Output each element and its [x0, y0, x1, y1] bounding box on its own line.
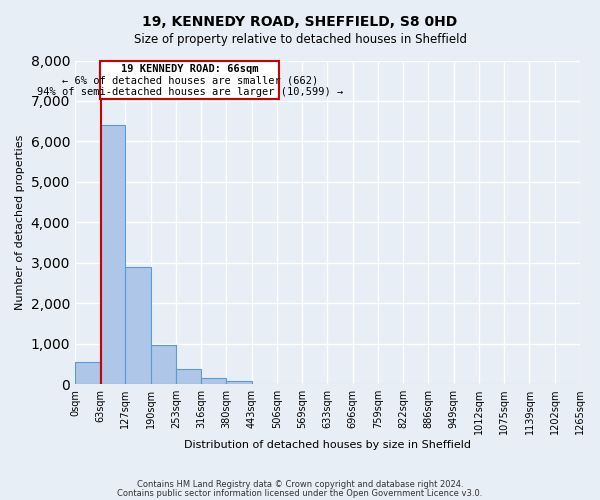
Bar — [176, 368, 201, 384]
Bar — [201, 378, 226, 384]
Text: 19, KENNEDY ROAD, SHEFFIELD, S8 0HD: 19, KENNEDY ROAD, SHEFFIELD, S8 0HD — [142, 15, 458, 29]
Y-axis label: Number of detached properties: Number of detached properties — [15, 134, 25, 310]
Text: 19 KENNEDY ROAD: 66sqm: 19 KENNEDY ROAD: 66sqm — [121, 64, 259, 74]
Bar — [125, 267, 151, 384]
Text: 94% of semi-detached houses are larger (10,599) →: 94% of semi-detached houses are larger (… — [37, 87, 343, 97]
X-axis label: Distribution of detached houses by size in Sheffield: Distribution of detached houses by size … — [184, 440, 471, 450]
Text: Size of property relative to detached houses in Sheffield: Size of property relative to detached ho… — [133, 32, 467, 46]
Text: ← 6% of detached houses are smaller (662): ← 6% of detached houses are smaller (662… — [62, 76, 318, 86]
Bar — [75, 362, 100, 384]
Text: Contains public sector information licensed under the Open Government Licence v3: Contains public sector information licen… — [118, 488, 482, 498]
Bar — [226, 381, 251, 384]
FancyBboxPatch shape — [100, 60, 280, 99]
Text: Contains HM Land Registry data © Crown copyright and database right 2024.: Contains HM Land Registry data © Crown c… — [137, 480, 463, 489]
Bar — [100, 125, 125, 384]
Bar — [151, 345, 176, 384]
